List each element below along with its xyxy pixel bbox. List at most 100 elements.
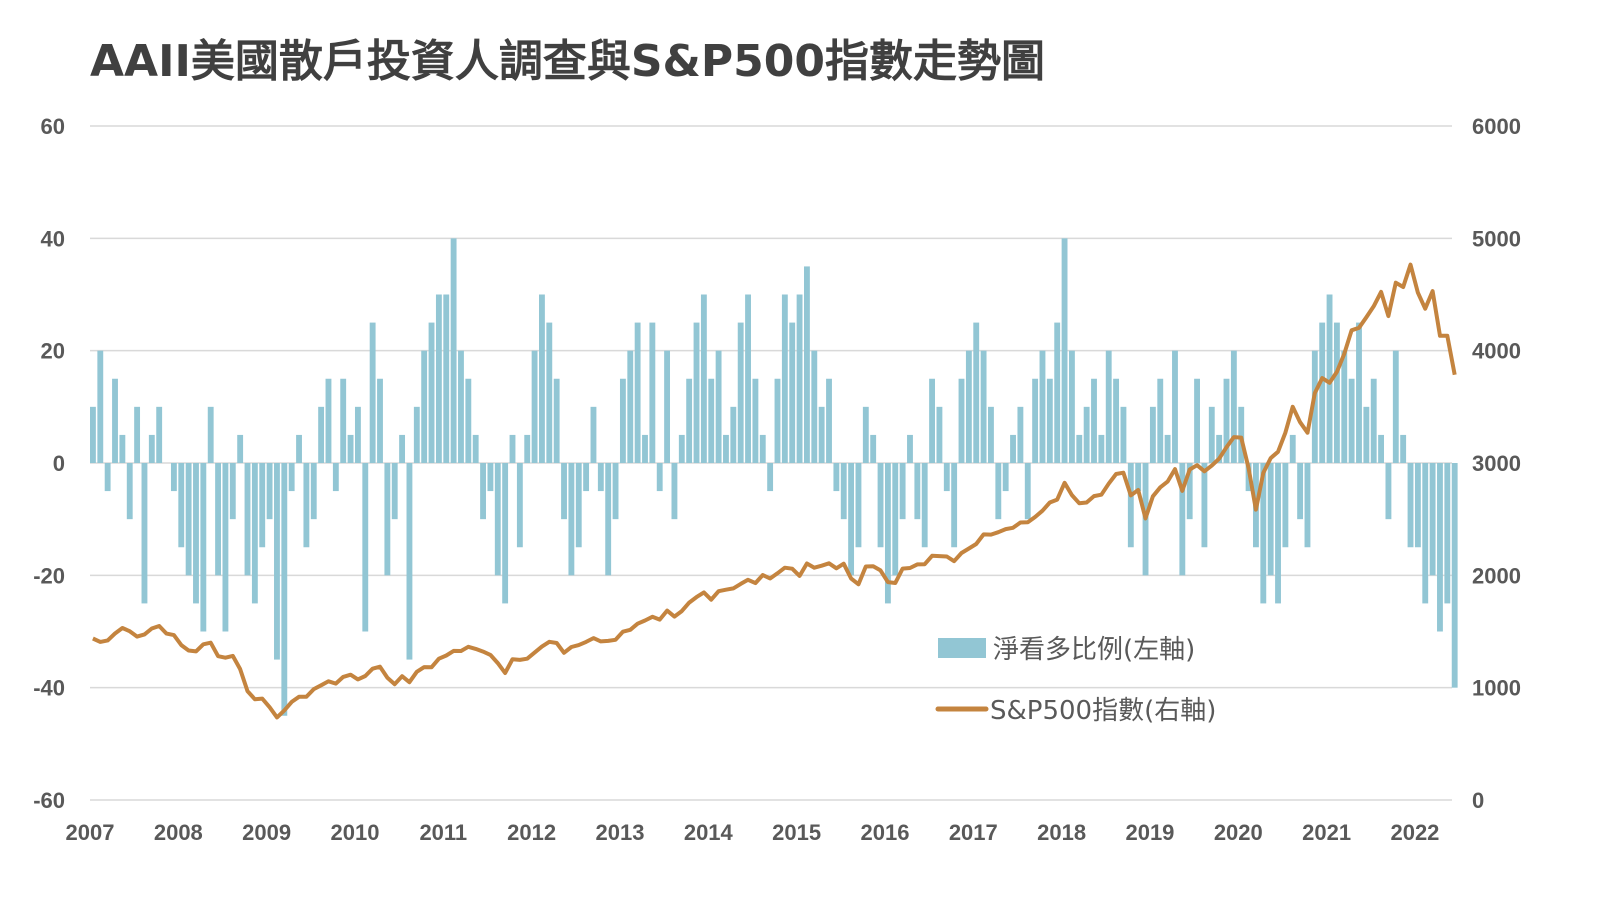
x-tick-label: 2018 [1037,820,1086,845]
bar [1157,378,1164,463]
legend-line-label: S&P500指數(右軸) [990,696,1216,726]
bar [104,463,111,492]
legend-bar-label: 淨看多比例(左軸) [993,635,1195,665]
bar [148,434,155,463]
bar [884,463,891,604]
bar [988,406,994,463]
bar [1341,350,1348,463]
bar [1098,434,1105,463]
bar [185,463,192,576]
bar [700,294,707,463]
left-tick-label: 40 [41,226,65,251]
bar [656,463,663,492]
bar [391,463,398,520]
bar [1127,463,1134,548]
bar [862,406,869,463]
bar [1135,463,1142,492]
right-tick-label: 2000 [1472,563,1521,588]
bar [958,378,965,463]
bar [1076,434,1083,463]
bar [1039,350,1046,463]
bar [649,322,656,463]
bar [553,378,560,463]
bar [840,463,847,520]
bar [259,463,266,548]
bar [1407,463,1414,548]
right-tick-label: 3000 [1472,451,1521,476]
bar [215,463,221,576]
bar [119,434,126,463]
bar [1348,378,1355,463]
bar [590,406,597,463]
bar [310,463,317,520]
right-tick-label: 1000 [1472,676,1521,701]
bar [1046,378,1053,463]
bar [1289,434,1296,463]
bar [1363,406,1370,463]
bar [833,463,840,492]
bar [480,463,486,520]
bar [399,434,406,463]
x-tick-label: 2021 [1302,820,1351,845]
bar [1201,463,1208,548]
bar [1429,463,1436,576]
bar [789,322,796,463]
bar [1275,463,1281,604]
bar [1186,463,1193,520]
bar [759,434,766,463]
bar [1113,378,1120,463]
bar [377,378,383,463]
bar [708,378,715,463]
bar [597,463,604,492]
bar [1179,463,1186,576]
bar [296,434,302,463]
bar [1017,406,1024,463]
bar [1238,406,1245,463]
bar [1260,463,1267,604]
bar [1444,463,1451,604]
net-bullish-bars [90,238,1458,716]
bar [1164,434,1171,463]
bar [362,463,369,632]
bar [539,294,545,463]
right-tick-label: 6000 [1472,114,1521,139]
x-tick-label: 2011 [419,820,467,845]
bar [126,463,133,520]
bar [1414,463,1421,548]
bar [730,406,737,463]
bar [502,463,509,604]
sp500-line [92,262,1457,720]
right-tick-label: 5000 [1472,226,1521,251]
bar [877,463,884,548]
bar [546,322,553,463]
bar [752,378,759,463]
x-tick-label: 2012 [507,820,556,845]
bar [796,294,803,463]
chart-title: AAII美國散戶投資人調查與S&P500指數走勢圖 [90,36,1045,87]
x-tick-label: 2014 [684,820,734,845]
bar [781,294,788,463]
x-tick-label: 2009 [242,820,291,845]
bar [1356,322,1362,463]
bar [281,463,288,716]
x-tick-label: 2010 [331,820,380,845]
bar [767,463,774,492]
bar [266,463,273,520]
bar [811,350,818,463]
bar [1400,434,1407,463]
bar [465,378,472,463]
bar [274,463,280,660]
bar [406,463,413,660]
bar [848,463,855,576]
bar [1230,350,1237,463]
bar [583,463,590,492]
bar [1326,294,1333,463]
bar [568,463,575,576]
bar [347,434,354,463]
bar [995,463,1002,520]
bar [1267,463,1274,576]
bar [509,434,516,463]
bar [288,463,295,492]
bar [428,322,435,463]
